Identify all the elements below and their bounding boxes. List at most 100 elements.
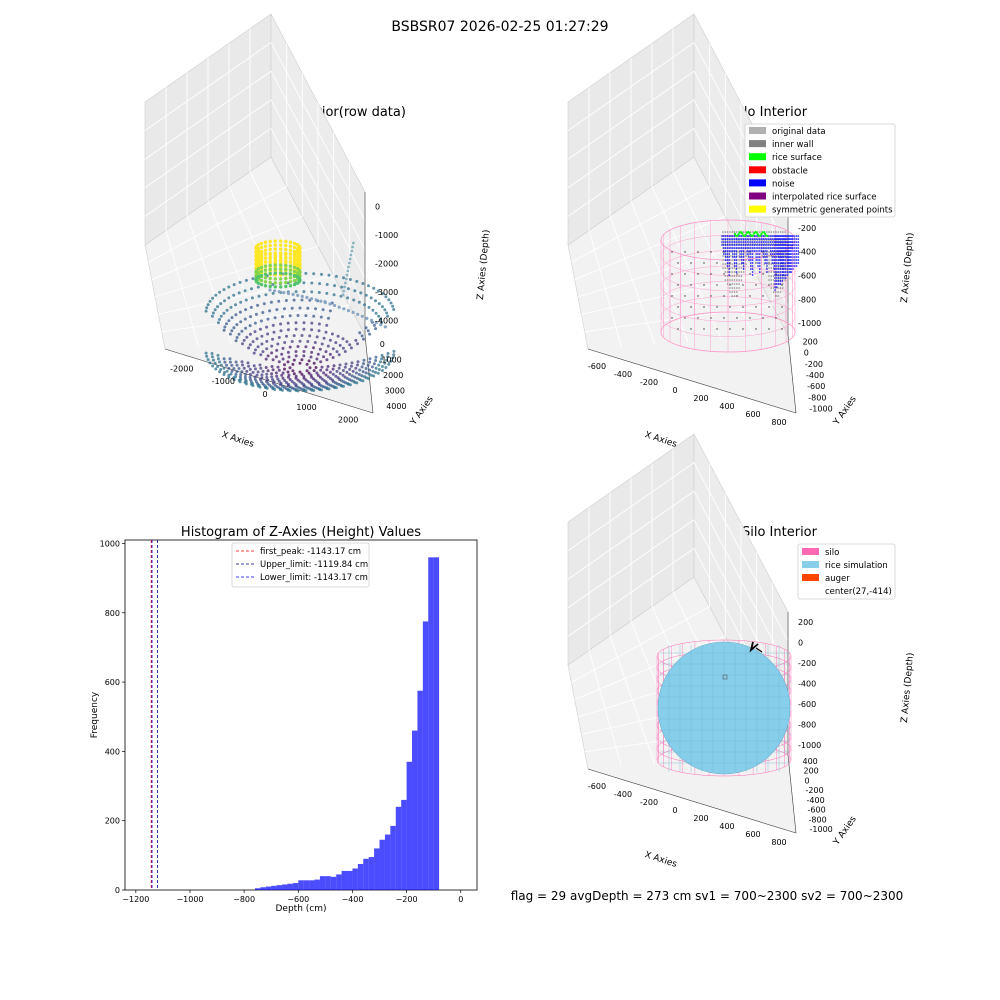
cls-point	[751, 259, 754, 261]
raw-point	[300, 294, 304, 298]
histogram-bar	[325, 876, 331, 890]
cls-point	[736, 287, 738, 289]
cls-point	[762, 235, 765, 237]
classify-3d-axes-box	[567, 13, 797, 414]
raw-point	[312, 389, 316, 392]
raw-point	[271, 358, 275, 362]
histogram-title: Histogram of Z-Axies (Height) Values	[181, 525, 421, 540]
cls-point	[742, 250, 745, 252]
cls-point	[794, 256, 796, 258]
raw-point	[268, 247, 272, 252]
raw-point	[298, 370, 302, 374]
raw-point	[279, 251, 283, 255]
histogram-bar	[374, 848, 380, 890]
sim-z-tick: -800	[798, 720, 816, 729]
cls-point	[753, 244, 756, 246]
cls-point	[732, 253, 734, 255]
histogram-bar	[422, 621, 429, 890]
cls-point	[768, 255, 770, 257]
cls-point	[746, 241, 748, 243]
cls-point	[746, 247, 748, 249]
cls-point	[728, 250, 730, 252]
cls-point	[721, 244, 723, 246]
cls-point	[785, 244, 787, 246]
cls-point	[731, 275, 733, 277]
raw-point	[256, 303, 260, 307]
cls-axis-line	[787, 334, 797, 414]
histogram-y-tick: 800	[105, 609, 120, 618]
raw-point	[291, 292, 295, 296]
raw-point	[350, 249, 354, 253]
histogram-bar	[417, 690, 423, 890]
raw-point	[330, 332, 334, 336]
raw-point	[296, 293, 300, 297]
cls-point	[768, 247, 770, 249]
histogram-bar	[336, 874, 342, 890]
cls-point	[738, 283, 740, 285]
raw-point	[256, 345, 260, 349]
cls-point	[749, 273, 751, 275]
raw-point	[317, 329, 321, 333]
raw-point	[374, 299, 377, 303]
cls-point	[726, 241, 729, 243]
suptitle: BSBSR07 2026-02-25 01:27:29	[391, 19, 608, 35]
cls-point	[786, 253, 789, 255]
raw-point	[351, 245, 354, 249]
cls-point	[788, 259, 791, 261]
cls-point	[779, 238, 782, 240]
raw-point	[328, 309, 332, 313]
raw-point	[374, 321, 378, 325]
raw-point	[235, 363, 239, 367]
raw-point	[328, 302, 332, 306]
raw-point	[288, 345, 292, 349]
raw-point	[234, 313, 238, 317]
raw-point	[265, 386, 269, 390]
raw-point	[214, 293, 218, 297]
sim-z-tick: -400	[798, 680, 816, 689]
cls-point	[735, 265, 738, 267]
cls-point	[748, 259, 750, 261]
cls-point	[782, 283, 784, 285]
cls-point	[777, 287, 779, 289]
raw-point	[331, 372, 335, 376]
raw-gridline	[148, 186, 287, 263]
cls-point	[751, 253, 754, 255]
raw-point	[326, 344, 330, 348]
raw-point	[327, 316, 330, 320]
raw-point	[261, 311, 265, 314]
cls-point	[722, 231, 724, 233]
raw-point	[380, 353, 384, 357]
raw-point	[377, 314, 381, 318]
raw-point	[259, 261, 264, 266]
cls-point	[775, 317, 777, 319]
cls-point	[732, 256, 734, 258]
raw-point	[230, 329, 234, 333]
raw-point	[239, 320, 243, 324]
raw-point	[320, 365, 324, 369]
cls-point	[781, 277, 783, 279]
raw-point	[366, 363, 370, 367]
raw-point	[218, 370, 222, 374]
raw-point	[343, 365, 347, 369]
raw-point	[352, 298, 356, 302]
cls-point	[722, 267, 724, 269]
cls-point	[777, 253, 780, 255]
cls-point	[776, 247, 778, 249]
raw-gridline	[144, 99, 272, 189]
cls-point	[735, 256, 738, 258]
cls-point	[738, 263, 740, 265]
sim-axis-line	[587, 768, 797, 834]
cls-point	[783, 250, 785, 252]
cls-point	[732, 250, 734, 252]
cls-point	[755, 259, 757, 261]
raw-point	[275, 374, 279, 378]
cls-point	[795, 241, 798, 243]
raw-point	[208, 299, 212, 303]
raw-point	[275, 308, 279, 312]
raw-point	[300, 298, 304, 302]
raw-point	[332, 364, 336, 368]
raw-point	[297, 268, 302, 272]
raw-point	[219, 363, 223, 367]
cls-point	[779, 244, 782, 246]
cls-point	[723, 247, 725, 249]
